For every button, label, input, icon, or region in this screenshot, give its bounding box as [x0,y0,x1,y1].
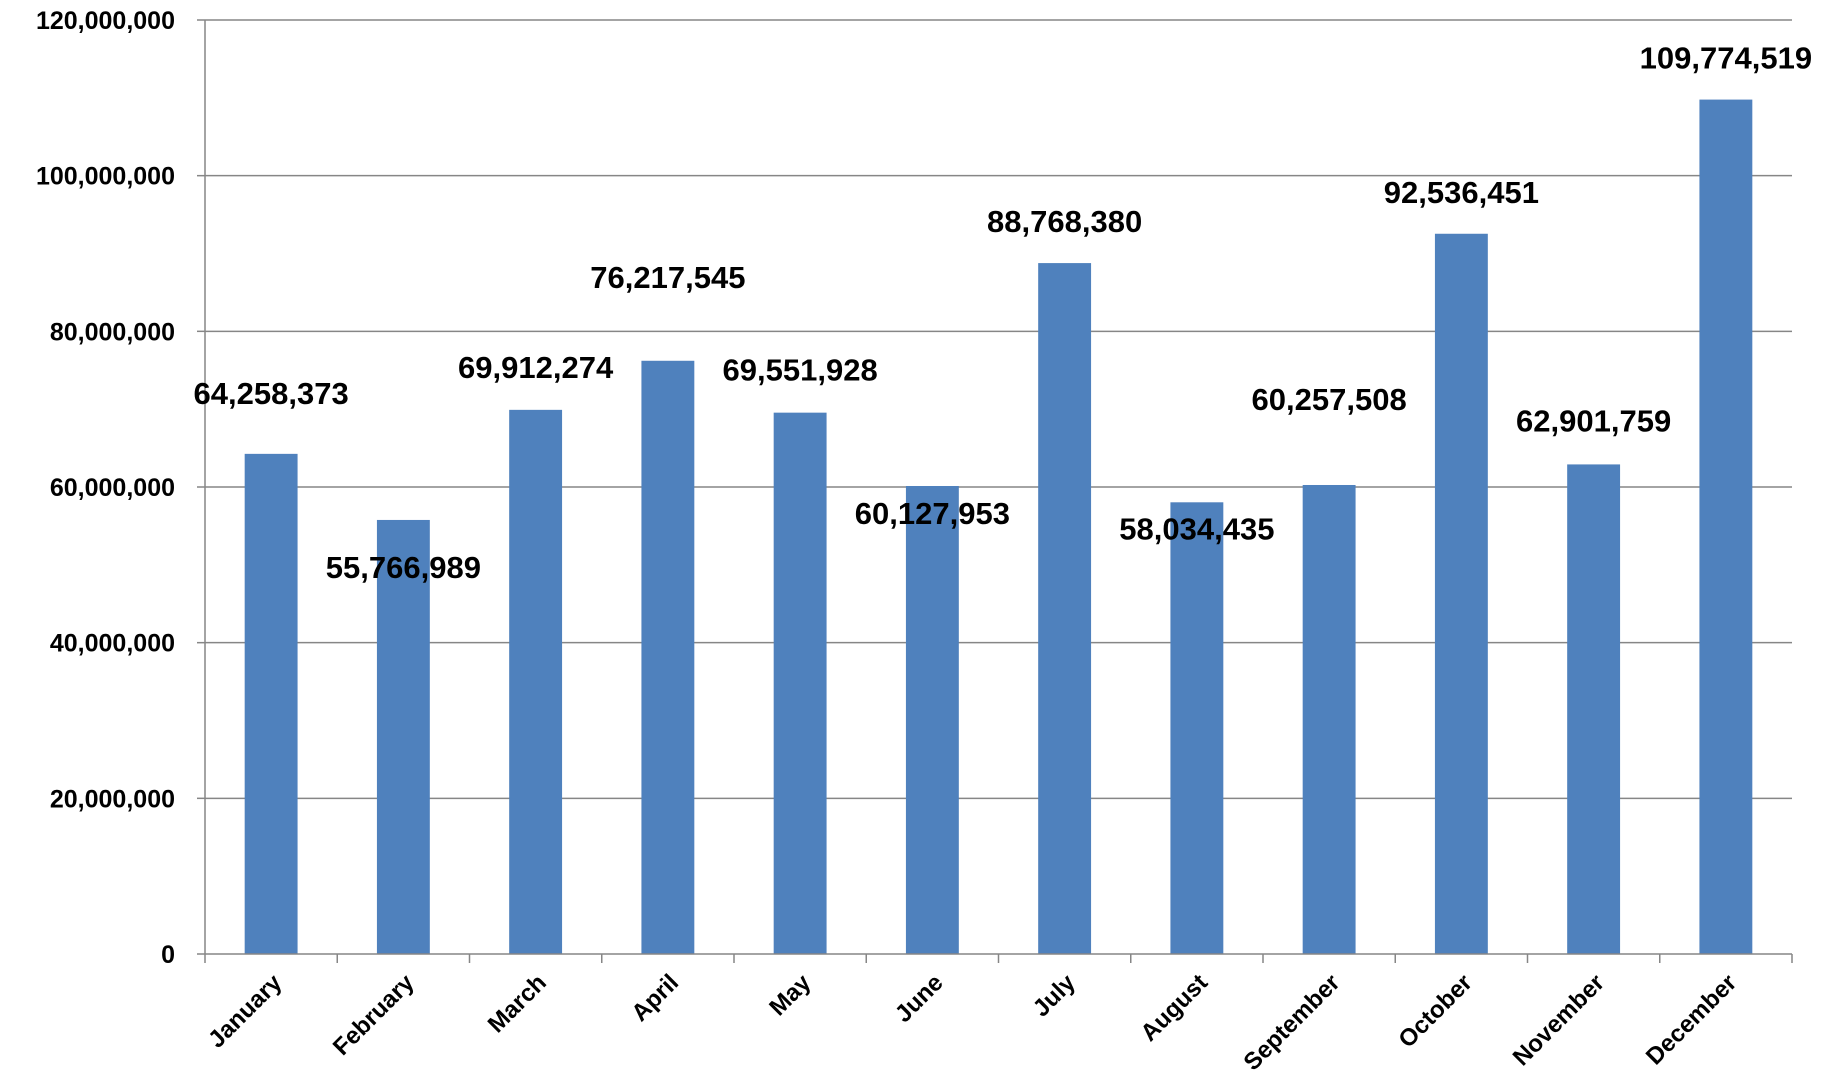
bars [244,99,1753,955]
data-label: 109,774,519 [1640,41,1812,76]
x-tick-label: April [626,969,684,1027]
axes [197,19,1793,963]
x-tick-label: May [764,969,817,1022]
data-label: 69,551,928 [723,353,878,388]
x-tick-label: November [1508,969,1610,1071]
x-tick-label: July [1028,969,1082,1023]
bar-april [641,360,695,954]
x-tick-labels: January February March April May June July Augu… [203,969,1742,1076]
bar-december [1699,99,1753,955]
y-tick-label: 100,000,000 [36,163,175,191]
bar-november [1567,464,1621,954]
x-tick-label: March [483,969,552,1038]
bar-february [376,519,430,954]
bar-october [1434,233,1488,955]
x-tick-label: September [1239,969,1346,1076]
x-tick-label: June [890,969,949,1028]
data-label: 92,536,451 [1384,175,1539,210]
data-labels: 64,258,373 55,766,989 69,912,274 76,217,545… [194,41,1813,585]
data-label: 58,034,435 [1119,511,1274,546]
bar-march [509,409,563,954]
bar-june [905,486,959,954]
data-label: 55,766,989 [326,550,481,585]
bar-may [773,412,827,954]
y-tick-labels: 0 20,000,000 40,000,000 60,000,000 80,000,00… [36,7,175,969]
bar-august [1170,502,1224,954]
x-tick-label: January [203,969,288,1054]
x-tick-label: August [1136,969,1214,1047]
x-tick-label: December [1641,969,1742,1070]
data-label: 76,217,545 [590,260,745,295]
data-label: 60,257,508 [1252,382,1407,417]
bar-september [1302,484,1356,954]
gridlines [205,19,1792,800]
y-tick-label: 40,000,000 [50,630,175,658]
data-label: 64,258,373 [194,376,349,411]
y-tick-label: 20,000,000 [50,785,175,813]
y-tick-label: 60,000,000 [50,474,175,502]
y-tick-label: 120,000,000 [36,7,175,35]
y-tick-label: 0 [161,941,175,969]
bar-january [244,453,298,954]
x-tick-label: February [328,969,420,1061]
x-tick-label: October [1393,969,1477,1053]
data-label: 60,127,953 [855,496,1010,531]
bar-july [1038,263,1092,954]
data-label: 62,901,759 [1516,403,1671,438]
data-label: 69,912,274 [458,350,614,385]
data-label: 88,768,380 [987,204,1142,239]
y-tick-label: 80,000,000 [50,318,175,346]
